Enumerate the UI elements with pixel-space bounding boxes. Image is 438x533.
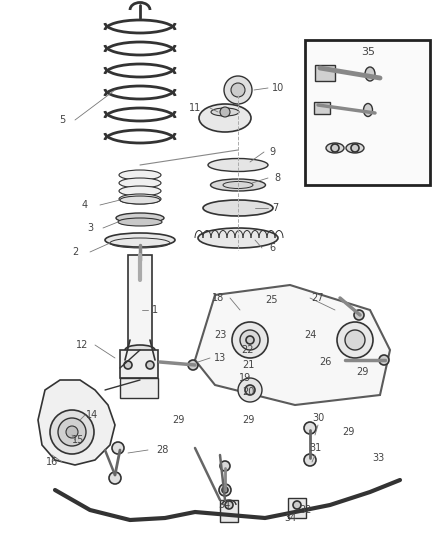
Circle shape: [337, 322, 373, 358]
Bar: [128, 255, 152, 355]
Text: 5: 5: [59, 115, 65, 125]
Circle shape: [240, 330, 260, 350]
Polygon shape: [195, 285, 390, 405]
Circle shape: [232, 322, 268, 358]
Text: 22: 22: [242, 345, 254, 355]
Text: 27: 27: [312, 293, 324, 303]
Text: 12: 12: [76, 340, 88, 350]
Ellipse shape: [208, 158, 268, 172]
Circle shape: [58, 418, 86, 446]
Ellipse shape: [120, 196, 160, 204]
Text: 18: 18: [212, 293, 224, 303]
Ellipse shape: [211, 179, 265, 191]
Bar: [120, 378, 158, 398]
Text: 23: 23: [214, 330, 226, 340]
Ellipse shape: [116, 213, 164, 223]
Text: 4: 4: [82, 200, 88, 210]
Circle shape: [345, 330, 365, 350]
Circle shape: [224, 76, 252, 104]
Text: 34: 34: [218, 500, 230, 510]
Circle shape: [351, 144, 359, 152]
Circle shape: [246, 336, 254, 344]
Text: 1: 1: [152, 305, 158, 315]
Circle shape: [331, 144, 339, 152]
Bar: [315, 65, 335, 81]
Circle shape: [354, 310, 364, 320]
Ellipse shape: [326, 143, 344, 153]
Text: 33: 33: [372, 453, 384, 463]
Text: 6: 6: [269, 243, 275, 253]
Circle shape: [219, 484, 231, 496]
Ellipse shape: [199, 104, 251, 132]
Text: 7: 7: [272, 203, 278, 213]
Ellipse shape: [364, 103, 372, 117]
Circle shape: [225, 501, 233, 509]
Text: 35: 35: [361, 47, 375, 57]
Circle shape: [238, 378, 262, 402]
Circle shape: [304, 422, 316, 434]
Ellipse shape: [119, 194, 161, 204]
Text: 15: 15: [72, 435, 84, 445]
Text: 34: 34: [284, 513, 296, 523]
Text: 16: 16: [46, 457, 58, 467]
Ellipse shape: [119, 178, 161, 188]
Ellipse shape: [365, 67, 375, 81]
Text: 30: 30: [312, 413, 324, 423]
Circle shape: [66, 426, 78, 438]
Circle shape: [245, 385, 255, 395]
Circle shape: [124, 361, 132, 369]
Text: 29: 29: [342, 427, 354, 437]
Circle shape: [293, 501, 301, 509]
Text: 13: 13: [214, 353, 226, 363]
Text: 2: 2: [72, 247, 78, 257]
Ellipse shape: [346, 143, 364, 153]
Text: 14: 14: [86, 410, 98, 420]
Bar: [305, 40, 430, 185]
Circle shape: [112, 442, 124, 454]
Circle shape: [304, 454, 316, 466]
Ellipse shape: [211, 108, 239, 116]
Text: 9: 9: [269, 147, 275, 157]
Bar: [220, 500, 238, 522]
Text: 3: 3: [87, 223, 93, 233]
Ellipse shape: [125, 345, 155, 355]
Circle shape: [220, 107, 230, 117]
Text: 28: 28: [156, 445, 168, 455]
Ellipse shape: [119, 186, 161, 196]
Circle shape: [379, 355, 389, 365]
Circle shape: [222, 487, 228, 493]
Ellipse shape: [203, 200, 273, 216]
Text: 10: 10: [272, 83, 284, 93]
Circle shape: [231, 83, 245, 97]
Circle shape: [109, 472, 121, 484]
Ellipse shape: [198, 228, 278, 248]
Text: 32: 32: [299, 505, 311, 515]
Text: 29: 29: [356, 367, 368, 377]
Bar: [120, 350, 158, 378]
Ellipse shape: [119, 170, 161, 180]
Text: 29: 29: [242, 415, 254, 425]
Text: 19: 19: [239, 373, 251, 383]
Text: 8: 8: [274, 173, 280, 183]
Text: 31: 31: [309, 443, 321, 453]
Text: 20: 20: [242, 387, 254, 397]
Text: 21: 21: [242, 360, 254, 370]
Circle shape: [146, 361, 154, 369]
Bar: [314, 102, 330, 114]
Bar: [288, 498, 306, 518]
Circle shape: [220, 461, 230, 471]
Circle shape: [188, 360, 198, 370]
Ellipse shape: [118, 218, 162, 226]
Text: 24: 24: [304, 330, 316, 340]
Polygon shape: [38, 380, 115, 465]
Text: 25: 25: [266, 295, 278, 305]
Text: 29: 29: [172, 415, 184, 425]
Text: 26: 26: [319, 357, 331, 367]
Circle shape: [50, 410, 94, 454]
Ellipse shape: [105, 233, 175, 247]
Text: 11: 11: [189, 103, 201, 113]
